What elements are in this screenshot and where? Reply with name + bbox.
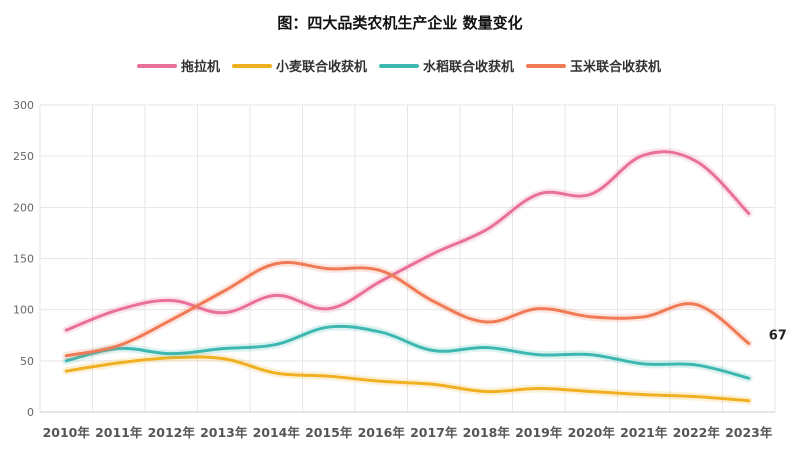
x-tick-label: 2010年	[43, 425, 91, 440]
x-tick-label: 2017年	[410, 425, 458, 440]
legend-item[interactable]: 拖拉机	[136, 59, 220, 75]
y-tick-label: 50	[20, 355, 34, 368]
series-line-1	[64, 150, 751, 332]
series-group	[62, 147, 753, 405]
data-label: 67	[769, 328, 787, 343]
legend-item[interactable]: 水稻联合收获机	[378, 59, 514, 75]
x-tick-label: 2021年	[620, 425, 668, 440]
legend: 拖拉机 小麦联合收获机 水稻联合收获机 玉米联合收获机	[136, 59, 661, 75]
legend-label: 拖拉机	[181, 59, 220, 75]
legend-label: 水稻联合收获机	[423, 59, 514, 75]
legend-item[interactable]: 玉米联合收获机	[526, 59, 661, 75]
x-tick-label: 2018年	[463, 425, 511, 440]
legend-item[interactable]: 小麦联合收获机	[231, 59, 367, 75]
x-tick-label: 2023年	[725, 425, 773, 440]
series-line-2	[64, 355, 751, 403]
legend-label: 小麦联合收获机	[276, 59, 367, 75]
x-tick-label: 2015年	[305, 425, 353, 440]
x-axis: 2010年 2011年 2012年 2013年 2014年 2015年 2016年 2017年…	[40, 411, 775, 440]
series-line-3	[64, 324, 751, 380]
legend-label: 玉米联合收获机	[570, 59, 661, 75]
y-axis: 0 50 100 150 200 250 300	[13, 99, 34, 419]
x-tick-label: 2011年	[95, 425, 143, 440]
x-tick-label: 2013年	[200, 425, 248, 440]
y-tick-label: 100	[13, 304, 34, 317]
y-tick-label: 200	[13, 201, 34, 214]
y-tick-label: 0	[27, 406, 34, 419]
x-tick-label: 2014年	[253, 425, 301, 440]
x-tick-label: 2022年	[673, 425, 721, 440]
x-tick-label: 2019年	[515, 425, 563, 440]
chart-title: 图：四大品类农机生产企业 数量变化	[277, 14, 522, 32]
annotations: 67	[769, 328, 787, 343]
series-line-4	[64, 261, 751, 358]
y-tick-label: 150	[13, 253, 34, 266]
y-tick-label: 300	[13, 99, 34, 112]
x-tick-label: 2016年	[358, 425, 406, 440]
x-tick-label: 2020年	[568, 425, 616, 440]
x-tick-label: 2012年	[148, 425, 196, 440]
y-tick-label: 250	[13, 150, 34, 163]
